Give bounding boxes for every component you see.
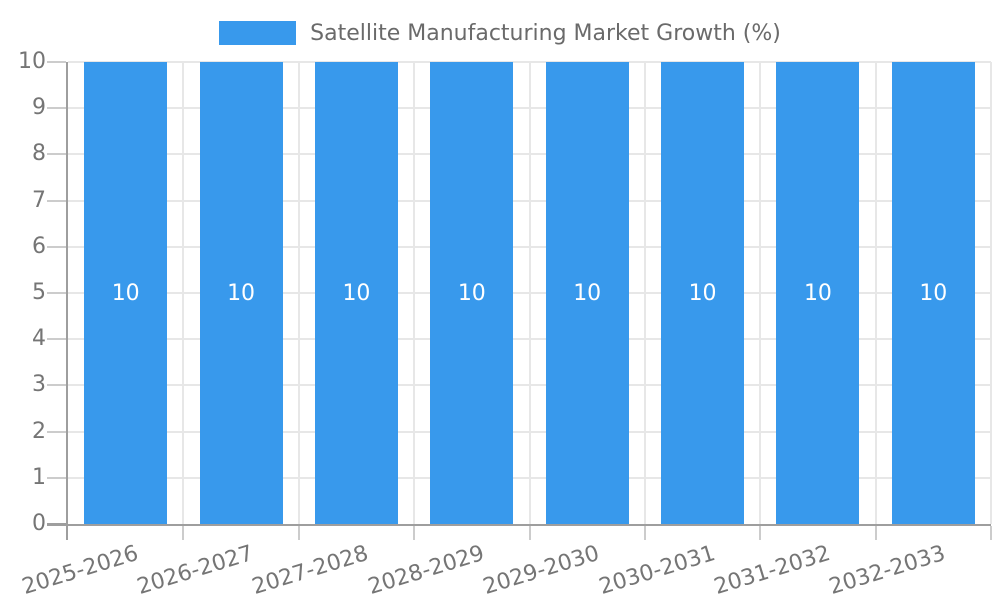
- x-tick-label: 2031-2032: [711, 541, 834, 600]
- y-tick-label: 6: [32, 233, 46, 259]
- bar[interactable]: 10: [545, 62, 629, 524]
- y-tick: [47, 107, 66, 110]
- y-tick-label: 10: [18, 49, 46, 74]
- y-tick-label: 4: [32, 326, 46, 352]
- x-gridline: [874, 62, 877, 524]
- bar[interactable]: 10: [891, 62, 975, 524]
- y-tick-label: 1: [32, 464, 46, 490]
- x-gridline: [297, 62, 300, 524]
- x-tick-label: 2030-2031: [595, 541, 718, 600]
- bar[interactable]: 10: [430, 62, 514, 524]
- y-tick: [47, 430, 66, 433]
- bar[interactable]: 10: [661, 62, 745, 524]
- x-tick: [182, 526, 185, 540]
- chart-legend[interactable]: Satellite Manufacturing Market Growth (%…: [0, 19, 1000, 47]
- x-tick-label: 2025-2026: [19, 541, 141, 600]
- y-tick-label: 5: [32, 280, 46, 305]
- bar-value-label: 10: [457, 280, 486, 306]
- y-tick-label: 2: [32, 418, 46, 444]
- x-tick: [990, 526, 992, 540]
- x-tick-label: 2032-2033: [826, 541, 949, 600]
- y-tick: [47, 245, 66, 248]
- legend-swatch: [219, 21, 297, 45]
- y-tick: [47, 384, 66, 387]
- x-tick-label: 2027-2028: [249, 541, 372, 600]
- x-tick-label: 2029-2030: [480, 541, 603, 600]
- y-tick: [47, 153, 66, 156]
- x-axis-line: [47, 524, 991, 526]
- legend-label: Satellite Manufacturing Market Growth (%…: [310, 20, 781, 46]
- x-tick: [759, 526, 762, 540]
- bar-value-label: 10: [111, 280, 140, 306]
- bar[interactable]: 10: [776, 62, 860, 524]
- y-tick: [47, 199, 66, 202]
- y-tick-label: 3: [32, 372, 46, 398]
- x-tick: [413, 526, 416, 540]
- x-tick: [874, 526, 877, 540]
- x-tick: [297, 526, 300, 540]
- bar[interactable]: 10: [199, 62, 283, 524]
- bar-value-label: 10: [688, 280, 717, 306]
- bar-value-label: 10: [342, 280, 371, 306]
- y-tick-label: 7: [32, 187, 46, 213]
- x-gridline: [990, 62, 992, 524]
- x-gridline: [643, 62, 646, 524]
- x-gridline: [182, 62, 185, 524]
- y-tick-label: 8: [32, 141, 46, 167]
- x-tick-label: 2026-2027: [134, 541, 257, 600]
- x-gridline: [759, 62, 762, 524]
- y-tick: [47, 338, 66, 341]
- y-tick-label: 0: [32, 511, 46, 536]
- bar-value-label: 10: [803, 280, 832, 306]
- y-tick: [47, 61, 66, 63]
- bar-value-label: 10: [919, 280, 948, 306]
- bar[interactable]: 10: [84, 62, 168, 524]
- x-tick-label: 2028-2029: [365, 541, 488, 600]
- x-tick: [643, 526, 646, 540]
- bar-value-label: 10: [573, 280, 602, 306]
- x-gridline: [413, 62, 416, 524]
- y-tick: [47, 476, 66, 479]
- y-tick-label: 9: [32, 95, 46, 121]
- x-tick: [528, 526, 531, 540]
- bar-value-label: 10: [227, 280, 256, 306]
- y-axis-line: [66, 62, 68, 540]
- bar[interactable]: 10: [314, 62, 398, 524]
- y-tick: [47, 292, 66, 294]
- x-gridline: [528, 62, 531, 524]
